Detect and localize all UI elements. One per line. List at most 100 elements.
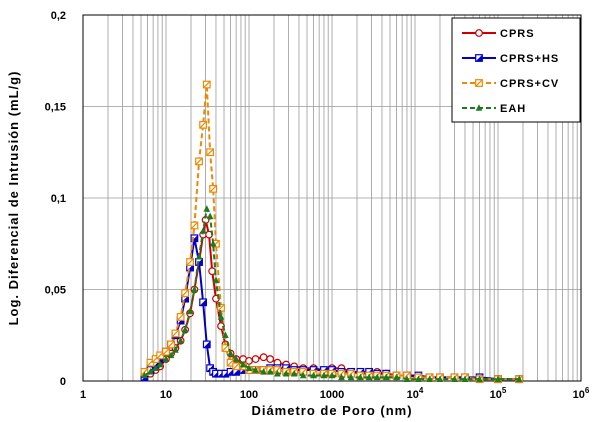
data-point [415, 375, 422, 382]
data-point [232, 362, 241, 371]
data-point [515, 375, 523, 382]
data-point [259, 353, 268, 362]
data-point [222, 331, 229, 339]
data-point [461, 375, 469, 382]
data-point [195, 157, 203, 166]
series-layer [140, 80, 524, 384]
y-tick-label: 0,05 [45, 285, 66, 297]
data-point [357, 373, 364, 381]
legend-label: CPRS+CV [500, 78, 559, 90]
data-point [251, 355, 260, 363]
data-point [436, 375, 444, 382]
legend-item: CPRS+HS [462, 53, 559, 65]
legend-marker [475, 29, 483, 37]
data-point [186, 258, 194, 266]
data-point [382, 373, 390, 381]
data-point [266, 355, 275, 363]
data-point [209, 239, 217, 247]
x-tick-label: 100 [240, 389, 258, 401]
data-point [245, 364, 253, 371]
data-point [252, 366, 259, 373]
data-point [176, 313, 185, 321]
data-point [172, 346, 179, 353]
data-point [217, 313, 225, 320]
data-point [162, 355, 170, 362]
x-tick-label: 10 [160, 389, 172, 401]
legend-label: CPRS [500, 28, 535, 40]
data-point [451, 375, 458, 382]
x-tick-label: 1 [80, 389, 86, 401]
data-point [199, 227, 207, 234]
data-point [202, 80, 211, 89]
data-point [177, 336, 184, 344]
data-point [190, 221, 199, 230]
data-point [141, 371, 148, 379]
data-point [203, 205, 211, 212]
data-point [426, 375, 433, 382]
legend-item: CPRS [462, 28, 535, 40]
data-point [199, 298, 208, 307]
plot-frame [82, 14, 582, 382]
data-point [167, 340, 175, 349]
data-point [476, 375, 483, 382]
data-point [181, 325, 189, 333]
data-point [181, 289, 190, 298]
data-point [328, 371, 336, 379]
data-point [290, 369, 298, 377]
data-point [282, 369, 290, 377]
data-point [338, 373, 345, 381]
data-point [239, 360, 247, 368]
data-point [494, 375, 502, 382]
x-axis-label: Diámetro de Poro (nm) [251, 403, 412, 418]
data-point [206, 148, 215, 157]
legend-label: EAH [500, 103, 526, 115]
legend-item: EAH [462, 103, 526, 115]
data-point [202, 340, 211, 349]
data-point [365, 373, 373, 381]
data-point [195, 252, 203, 260]
data-point [191, 285, 198, 293]
tick-labels: 1 10 100 1000 104 105 106 0 0,05 0,1 0,15 0,2 [45, 10, 590, 401]
data-point [152, 364, 159, 371]
data-point [206, 212, 214, 220]
x-tick-label: 105 [490, 386, 507, 401]
data-point [403, 375, 411, 382]
data-point [212, 276, 220, 284]
data-point [299, 371, 307, 379]
y-tick-label: 0,15 [45, 102, 66, 114]
x-tick-label: 106 [573, 386, 590, 401]
data-point [393, 373, 400, 381]
legend: CPRS CPRS+HS CPRS+CV EAH [451, 17, 581, 123]
data-point [227, 349, 234, 357]
data-point [156, 360, 164, 368]
data-point [199, 120, 208, 129]
x-tick-label: 104 [407, 386, 424, 401]
y-tick-label: 0 [60, 376, 66, 388]
data-point [171, 329, 180, 338]
data-point [147, 368, 154, 375]
legend-marker [475, 104, 483, 111]
legend-label: CPRS+HS [500, 53, 559, 65]
data-point [320, 371, 328, 379]
series-eah [141, 205, 523, 382]
data-point [373, 373, 381, 381]
x-tick-label: 1000 [320, 389, 344, 401]
legend-box [451, 17, 581, 123]
data-point [232, 355, 240, 362]
y-tick-label: 0,1 [51, 193, 66, 205]
data-point [162, 347, 170, 356]
y-tick-label: 0,2 [51, 10, 66, 22]
legend-marker [475, 54, 483, 62]
legend-item: CPRS+CV [462, 78, 559, 90]
data-point [266, 368, 274, 375]
legend-marker [475, 79, 483, 87]
data-point [347, 373, 355, 381]
data-point [260, 368, 267, 375]
data-point [167, 351, 175, 359]
data-point [209, 184, 218, 193]
data-point [274, 369, 281, 377]
data-point [310, 371, 317, 379]
y-axis-label: Log. Diferencial de Intrusión (mL/g) [6, 71, 21, 326]
data-point [186, 307, 194, 315]
